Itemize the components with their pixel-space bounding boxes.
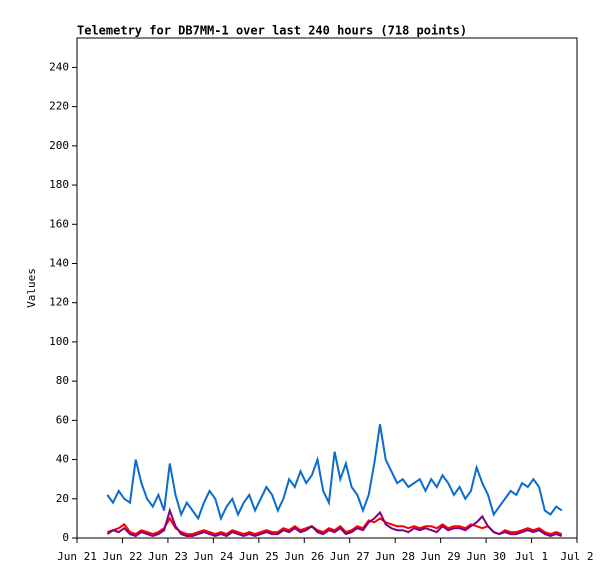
y-tick-label: 60 <box>56 413 69 426</box>
y-axis-label: Values <box>25 268 38 308</box>
x-tick-label: Jun 28 <box>375 550 415 563</box>
x-tick-label: Jul 1 <box>515 550 548 563</box>
y-tick-label: 0 <box>62 531 69 544</box>
y-tick-label: 160 <box>49 217 69 230</box>
x-tick-label: Jun 25 <box>239 550 279 563</box>
y-tick-label: 200 <box>49 139 69 152</box>
y-tick-label: 20 <box>56 492 69 505</box>
y-tick-label: 120 <box>49 296 69 309</box>
plot-frame <box>76 37 578 539</box>
x-tick-label: Jul 2 <box>560 550 593 563</box>
x-tick-label: Jun 22 <box>103 550 143 563</box>
y-tick-label: 100 <box>49 335 69 348</box>
chart-title: Telemetry for DB7MM-1 over last 240 hour… <box>77 24 467 38</box>
series-line <box>106 507 563 538</box>
series-line <box>106 424 563 522</box>
series-line <box>106 516 563 536</box>
x-tick-label: Jun 21 <box>57 550 97 563</box>
x-tick-label: Jun 30 <box>466 550 506 563</box>
y-tick-label: 220 <box>49 100 69 113</box>
y-tick-label: 180 <box>49 178 69 191</box>
x-tick-label: Jun 24 <box>193 550 233 563</box>
x-tick-label: Jun 29 <box>421 550 461 563</box>
x-tick-label: Jun 23 <box>148 550 188 563</box>
y-tick-label: 140 <box>49 256 69 269</box>
y-tick-label: 240 <box>49 60 69 73</box>
y-tick-label: 80 <box>56 374 69 387</box>
x-tick-label: Jun 27 <box>330 550 370 563</box>
y-tick-label: 40 <box>56 453 69 466</box>
x-tick-label: Jun 26 <box>284 550 324 563</box>
